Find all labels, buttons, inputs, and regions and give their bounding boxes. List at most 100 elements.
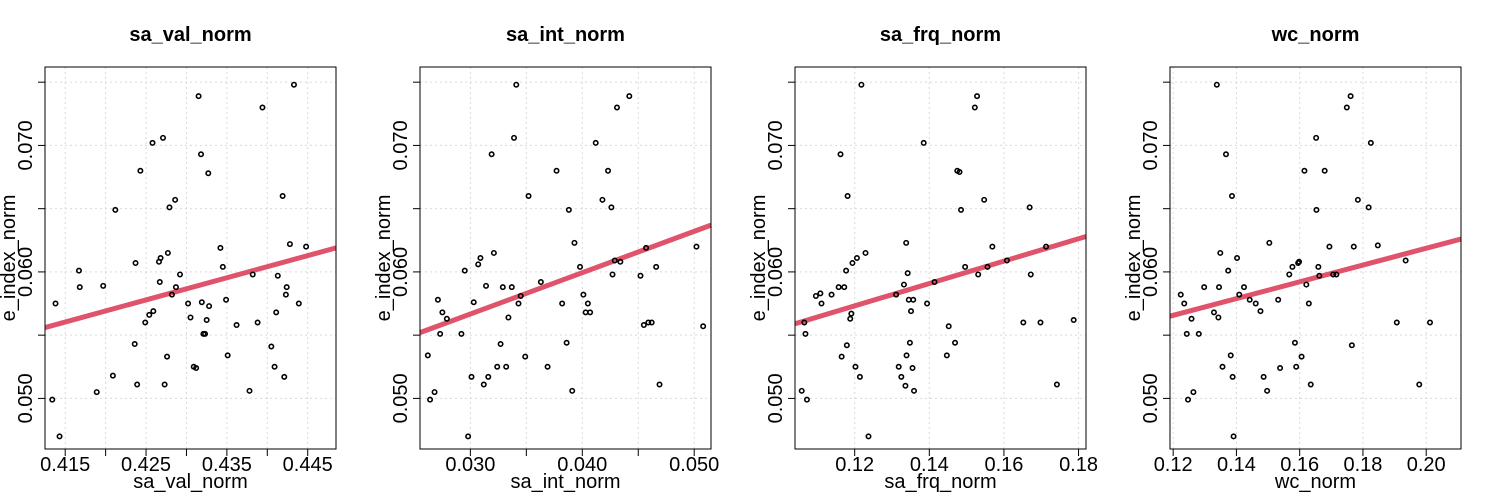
data-point: [981, 196, 988, 203]
data-point: [303, 243, 310, 250]
x-tick-label: 0.16: [1280, 454, 1319, 476]
data-point: [974, 93, 981, 100]
data-point: [513, 81, 520, 88]
data-point: [185, 300, 192, 307]
data-point: [477, 255, 484, 262]
data-point: [1177, 291, 1184, 298]
data-point: [488, 151, 495, 158]
chart-title: sa_frq_norm: [880, 24, 1001, 46]
data-point: [569, 387, 576, 394]
data-point: [984, 263, 991, 270]
data-point: [1313, 134, 1320, 141]
data-point: [852, 363, 859, 370]
data-point: [172, 284, 179, 291]
data-point: [605, 167, 612, 174]
y-tick-label: 0.050: [1140, 373, 1162, 423]
data-point: [1043, 243, 1050, 250]
data-point: [648, 319, 655, 326]
data-point: [195, 93, 202, 100]
data-point: [1260, 373, 1267, 380]
data-point: [626, 93, 633, 100]
data-point: [1296, 258, 1303, 265]
x-tick-label: 0.040: [557, 454, 607, 476]
data-point: [838, 353, 845, 360]
data-point: [563, 339, 570, 346]
y-tick-label: 0.060: [765, 247, 787, 297]
data-point: [490, 249, 497, 256]
data-point: [1246, 296, 1253, 303]
data-point: [1185, 396, 1192, 403]
x-axis-label: sa_frq_norm: [884, 471, 996, 493]
data-point: [156, 279, 163, 286]
data-point: [271, 363, 278, 370]
y-axis-label: e_index_norm: [748, 195, 770, 322]
data-point: [233, 322, 240, 329]
data-point: [137, 167, 144, 174]
data-point: [160, 134, 167, 141]
data-point: [424, 352, 431, 359]
chart-title: sa_int_norm: [506, 24, 625, 46]
data-point: [911, 387, 918, 394]
data-point: [1427, 319, 1434, 326]
data-point: [1275, 296, 1282, 303]
x-axis-label: sa_val_norm: [133, 471, 248, 493]
data-point: [835, 284, 842, 291]
data-point: [1053, 381, 1060, 388]
data-point: [164, 353, 171, 360]
data-point: [75, 267, 82, 274]
data-point: [259, 104, 266, 111]
data-point: [1264, 387, 1271, 394]
data-point: [592, 139, 599, 146]
data-point: [608, 204, 615, 211]
data-point: [146, 311, 153, 318]
data-point: [975, 271, 982, 278]
data-point: [611, 257, 618, 264]
data-point: [1229, 373, 1236, 380]
data-point: [52, 300, 59, 307]
data-point: [920, 139, 927, 146]
x-tick-label: 0.14: [910, 454, 949, 476]
fit-line: [419, 222, 712, 335]
data-point: [843, 267, 850, 274]
data-point: [1289, 263, 1296, 270]
y-tick-label: 0.070: [1140, 120, 1162, 170]
data-point: [817, 290, 824, 297]
data-point: [906, 339, 913, 346]
y-tick-label: 0.070: [765, 120, 787, 170]
data-point: [193, 365, 200, 372]
data-point: [1266, 239, 1273, 246]
data-point: [637, 272, 644, 279]
panel-1: 0.415 0.425 0.435 0.445 0.050 0.060 0.070 sa_va…: [0, 24, 337, 493]
y-tick-label: 0.070: [15, 120, 37, 170]
data-point: [283, 284, 290, 291]
data-point: [1252, 300, 1259, 307]
data-point: [803, 396, 810, 403]
data-point: [503, 363, 510, 370]
data-point: [909, 365, 916, 372]
panel-3: 0.12 0.14 0.16 0.18 0.050 0.060 0.070 sa_frq_no…: [748, 24, 1098, 493]
data-point: [1188, 315, 1195, 322]
data-point: [1195, 330, 1202, 337]
data-point: [205, 170, 212, 177]
data-point: [587, 309, 594, 316]
data-point: [1343, 104, 1350, 111]
data-point: [544, 363, 551, 370]
data-point: [1003, 257, 1010, 264]
data-point: [904, 270, 911, 277]
data-point: [1228, 193, 1235, 200]
data-point: [1219, 363, 1226, 370]
data-point: [1286, 271, 1293, 278]
data-point: [505, 314, 512, 321]
y-tick-label: 0.050: [15, 373, 37, 423]
data-point: [468, 373, 475, 380]
data-point: [553, 167, 560, 174]
data-point: [900, 281, 907, 288]
data-point: [161, 381, 168, 388]
data-point: [434, 296, 441, 303]
y-axis-label: e_index_norm: [0, 195, 20, 322]
x-tick-label: 0.20: [1407, 454, 1446, 476]
data-point: [1316, 272, 1323, 279]
data-point: [290, 81, 297, 88]
data-point: [858, 81, 865, 88]
data-point: [1027, 271, 1034, 278]
